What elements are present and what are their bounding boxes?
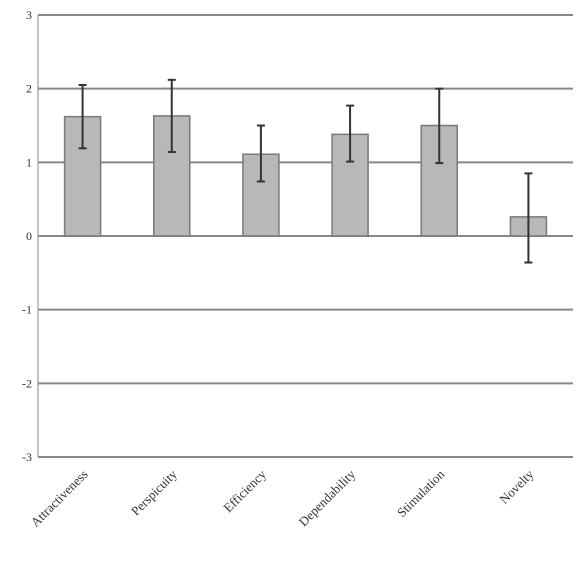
x-category-label: Efficiency: [220, 466, 269, 515]
x-axis-category-labels: Attractiveness Perspicuity Efficiency Depen…: [28, 466, 537, 530]
y-tick-label: -1: [22, 303, 32, 317]
y-tick-label: 3: [26, 8, 32, 22]
error-bars: [78, 78, 533, 264]
x-category-label: Stimulation: [394, 466, 448, 520]
error-bar-efficiency: [256, 124, 265, 183]
y-tick-label: 0: [26, 229, 32, 243]
x-category-label: Novelty: [496, 466, 537, 507]
gridlines: [38, 14, 573, 458]
y-tick-label: 1: [26, 155, 32, 169]
x-category-label: Perspicuity: [128, 466, 180, 518]
y-tick-label: 2: [26, 82, 32, 96]
bars: [63, 115, 548, 237]
error-bar-dependability: [346, 104, 355, 163]
x-category-label: Attractiveness: [28, 467, 91, 530]
error-bar-novelty: [524, 172, 533, 264]
y-tick-label: -3: [22, 450, 32, 464]
x-category-label: Dependability: [296, 466, 359, 529]
error-bar-perspicuity: [167, 78, 176, 154]
error-bar-stimulation: [435, 87, 444, 165]
y-tick-label: -2: [22, 376, 32, 390]
y-axis-tick-labels: -3 -2 -1 0 1 2 3: [22, 8, 32, 464]
error-bar-attractiveness: [78, 83, 87, 150]
